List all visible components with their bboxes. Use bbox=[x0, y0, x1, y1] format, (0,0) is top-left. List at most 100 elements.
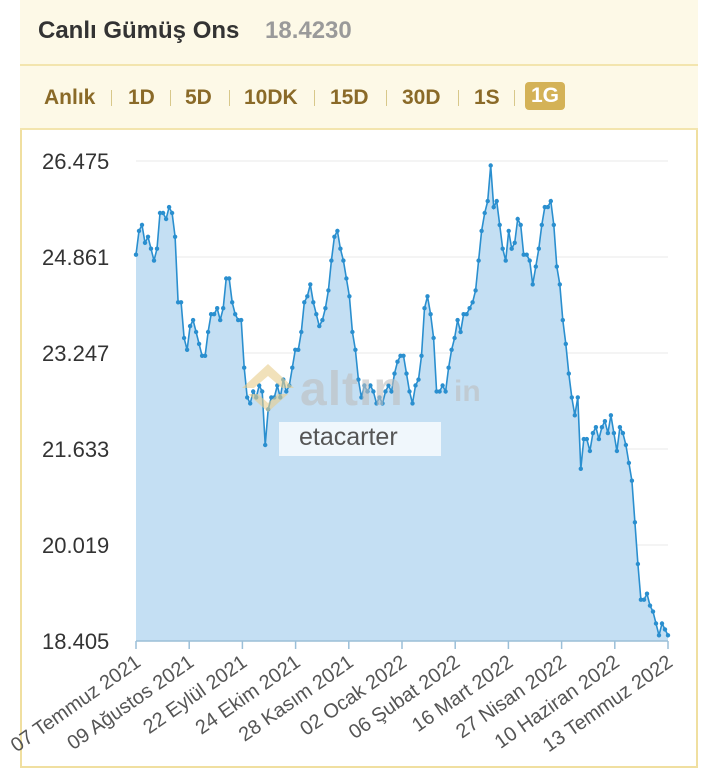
price-point bbox=[563, 341, 568, 347]
price-point bbox=[431, 335, 436, 341]
price-point bbox=[629, 478, 635, 483]
price-point bbox=[154, 246, 160, 251]
price-point bbox=[458, 329, 463, 335]
y-tick-label: 23.247 bbox=[42, 341, 109, 366]
price-point bbox=[425, 294, 430, 299]
price-point bbox=[230, 300, 235, 305]
price-point bbox=[482, 210, 487, 216]
tab-separator bbox=[111, 90, 112, 106]
watermark-logo-suffix: in bbox=[454, 375, 481, 408]
price-point bbox=[392, 371, 397, 376]
price-point bbox=[512, 240, 517, 245]
price-point bbox=[404, 371, 409, 376]
price-point bbox=[383, 389, 388, 394]
price-point bbox=[497, 222, 502, 228]
y-tick-label: 26.475 bbox=[42, 149, 109, 174]
price-point bbox=[148, 246, 154, 251]
y-tick-label: 20.019 bbox=[42, 533, 109, 558]
price-point bbox=[389, 389, 394, 394]
price-point bbox=[452, 335, 457, 341]
price-point bbox=[205, 329, 211, 335]
price-point bbox=[169, 210, 175, 216]
price-point bbox=[371, 389, 376, 394]
price-point bbox=[554, 264, 559, 269]
price-point bbox=[485, 198, 490, 204]
tab-30d[interactable]: 30D bbox=[402, 86, 441, 109]
price-point bbox=[623, 442, 629, 448]
price-point bbox=[353, 347, 358, 352]
price-point bbox=[653, 621, 659, 626]
tab-separator bbox=[386, 90, 387, 106]
price-point bbox=[151, 258, 157, 263]
watermark-logo: altın bbox=[300, 363, 404, 416]
watermark-logo-icon bbox=[242, 364, 294, 412]
price-point bbox=[248, 401, 253, 406]
price-point bbox=[443, 389, 448, 394]
price-point bbox=[368, 383, 373, 388]
price-point bbox=[650, 609, 656, 614]
price-point bbox=[233, 312, 238, 317]
tab-separator bbox=[458, 90, 459, 106]
price-point bbox=[488, 163, 493, 168]
price-point bbox=[290, 365, 295, 370]
price-point bbox=[578, 466, 583, 471]
price-point bbox=[641, 597, 647, 602]
tab-1d[interactable]: 1D bbox=[128, 86, 155, 109]
price-point bbox=[449, 347, 454, 352]
price-point bbox=[139, 222, 145, 228]
price-point bbox=[160, 210, 166, 216]
tab-5d[interactable]: 5D bbox=[185, 86, 212, 109]
price-point bbox=[311, 300, 316, 305]
price-point bbox=[302, 300, 307, 305]
price-point bbox=[587, 448, 593, 454]
price-point bbox=[644, 591, 650, 596]
price-point bbox=[202, 353, 208, 358]
price-point bbox=[506, 228, 511, 234]
price-point bbox=[437, 389, 442, 394]
tab-15d[interactable]: 15D bbox=[330, 86, 369, 109]
price-point bbox=[157, 210, 163, 216]
price-point bbox=[530, 282, 535, 287]
price-point bbox=[545, 204, 550, 210]
price-point bbox=[350, 329, 355, 335]
price-point bbox=[416, 377, 421, 382]
price-point bbox=[344, 276, 349, 281]
price-point bbox=[329, 258, 334, 263]
price-point bbox=[515, 216, 520, 222]
watermark-text: etacarter bbox=[299, 423, 398, 451]
price-point bbox=[359, 395, 364, 400]
tab-1s[interactable]: 1S bbox=[474, 86, 500, 109]
price-point bbox=[218, 317, 223, 323]
price-point bbox=[320, 317, 325, 323]
price-point bbox=[401, 353, 406, 358]
price-point bbox=[377, 395, 382, 400]
price-point bbox=[395, 359, 400, 364]
price-point bbox=[326, 288, 331, 293]
price-point bbox=[665, 633, 671, 638]
price-point bbox=[566, 371, 571, 376]
price-point bbox=[341, 258, 346, 263]
price-point bbox=[260, 389, 265, 394]
tab-1g[interactable]: 1G bbox=[525, 82, 566, 110]
tab-10dk[interactable]: 10DK bbox=[244, 86, 298, 109]
page-title: Canlı Gümüş Ons bbox=[38, 17, 240, 44]
price-point bbox=[296, 347, 301, 352]
price-point bbox=[374, 401, 379, 406]
price-point bbox=[659, 621, 665, 626]
price-point bbox=[584, 436, 589, 442]
y-tick-label: 24.861 bbox=[42, 245, 109, 270]
tab-anlik[interactable]: Anlık bbox=[44, 86, 96, 109]
price-point bbox=[136, 228, 142, 234]
price-point bbox=[317, 323, 322, 329]
live-price: 18.4230 bbox=[265, 17, 352, 44]
price-point bbox=[133, 252, 139, 257]
price-point bbox=[428, 312, 433, 317]
price-point bbox=[263, 442, 268, 448]
price-point bbox=[332, 234, 337, 239]
price-point bbox=[464, 312, 469, 317]
price-point bbox=[446, 365, 451, 370]
price-point bbox=[524, 252, 529, 257]
price-point bbox=[172, 234, 178, 239]
price-point bbox=[548, 198, 553, 204]
price-point bbox=[503, 258, 508, 263]
